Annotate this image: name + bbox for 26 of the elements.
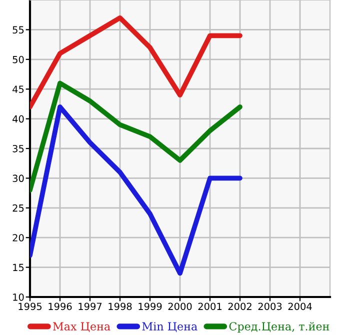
x-tick-label: 2003 [258, 302, 282, 310]
y-tick-label: 50 [12, 56, 24, 64]
y-tick-label: 30 [12, 174, 24, 182]
x-tick-label: 1997 [78, 302, 102, 310]
legend-label: Сред.Цена, т.йен [229, 322, 330, 333]
x-tick-label: 2002 [228, 302, 252, 310]
x-tick-label: 1999 [138, 302, 162, 310]
y-tick-label: 15 [13, 264, 24, 272]
y-tick-label: 40 [12, 115, 24, 123]
line-series [30, 80, 242, 193]
x-tick-label: 1995 [18, 302, 42, 310]
legend-label: Max Цена [53, 322, 110, 332]
y-tick-label: 45 [12, 86, 24, 93]
line-series [30, 15, 242, 110]
x-tick-label: 1998 [108, 302, 132, 310]
y-tick-label: 55 [12, 26, 24, 34]
x-tick-label: 2000 [168, 302, 192, 310]
y-tick-label: 20 [12, 234, 24, 242]
legend-label: Min Цена [142, 322, 198, 332]
y-tick-label: 35 [12, 144, 24, 152]
x-tick-label: 2001 [198, 302, 222, 310]
line-series [30, 104, 242, 276]
y-tick-label: 25 [12, 204, 24, 212]
x-tick-label: 1996 [48, 302, 72, 310]
y-tick-label: 10 [13, 293, 24, 301]
x-tick-label: 2004 [288, 302, 312, 310]
